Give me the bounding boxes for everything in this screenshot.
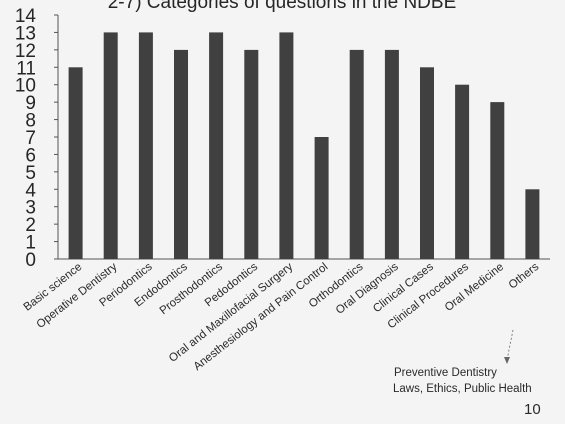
y-tick-label: 0	[25, 250, 36, 271]
y-tick-label: 13	[15, 23, 36, 44]
bar-clinical-procedures	[455, 84, 470, 259]
bar-others	[525, 189, 540, 259]
chart-title: 2-7) Categories of questions in the NDBE	[108, 0, 457, 13]
y-tick-label: 14	[15, 6, 37, 27]
bar-prosthodontics	[209, 32, 224, 260]
x-tick-label: Oral Diagnosis	[334, 261, 401, 317]
y-tick-label: 8	[25, 111, 36, 132]
bars	[68, 32, 540, 260]
y-tick-label: 3	[25, 198, 36, 219]
y-tick-label: 4	[25, 180, 36, 201]
y-tick-label: 12	[15, 41, 36, 62]
bar-orthodontics	[349, 49, 364, 260]
y-tick-label: 2	[25, 215, 36, 236]
bar-periodontics	[138, 32, 153, 260]
bar-pedodontics	[244, 49, 259, 260]
bar-endodontics	[174, 49, 188, 260]
bar-operative-dentistry	[103, 32, 118, 260]
annotation-arrowhead	[504, 357, 510, 364]
y-tick-label: 5	[25, 163, 36, 184]
y-tick-label: 9	[25, 93, 36, 114]
annotation-line-2: Laws, Ethics, Public Health	[393, 383, 532, 395]
page-number: 10	[524, 401, 541, 418]
y-tick-label: 1	[25, 233, 36, 254]
bar-clinical-cases	[420, 67, 434, 259]
x-tick-label: Others	[507, 261, 542, 292]
bar-oral-diagnosis	[384, 49, 399, 260]
x-tick-label: Oral and Maxillofacial Surgery	[167, 261, 295, 365]
annotation-line-1: Preventive Dentistry	[394, 367, 497, 379]
y-tick-label: 10	[15, 76, 36, 97]
y-tick-label: 7	[25, 128, 36, 149]
x-tick-label: Prosthodontics	[158, 261, 226, 317]
bar-oral-medicine	[490, 102, 505, 259]
bar-oral-and-maxillofacial-surgery	[279, 32, 294, 260]
bar-anesthesiology-and-pain-control	[314, 137, 329, 259]
y-tick-label: 6	[25, 145, 36, 166]
y-tick-label: 11	[16, 58, 36, 79]
annotation-pointer	[506, 329, 514, 361]
bar-basic-science	[68, 67, 83, 259]
